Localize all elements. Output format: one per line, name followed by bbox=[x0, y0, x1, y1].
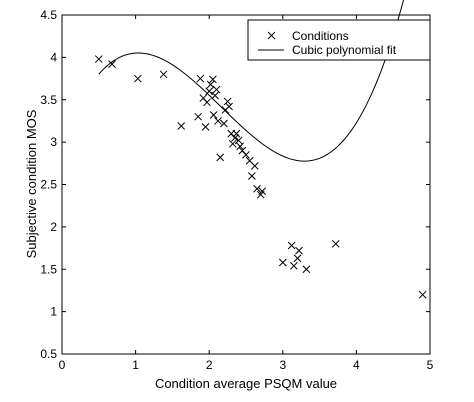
y-tick-label: 0.5 bbox=[40, 347, 57, 361]
data-point-x bbox=[220, 119, 228, 128]
data-point-x bbox=[206, 80, 215, 89]
data-point-x bbox=[234, 136, 243, 145]
data-point-x bbox=[203, 98, 211, 107]
data-point-x bbox=[242, 150, 250, 159]
y-tick-label: 2 bbox=[50, 220, 57, 234]
legend-box bbox=[247, 19, 431, 61]
y-tick-label: 1.5 bbox=[40, 262, 57, 276]
fit-curve bbox=[98, 0, 405, 162]
data-point-x bbox=[302, 265, 311, 274]
x-tick-label: 5 bbox=[427, 358, 434, 372]
data-point-x bbox=[94, 55, 103, 63]
y-tick-label: 2.5 bbox=[40, 178, 57, 192]
legend: Conditions Cubic polynomial fit bbox=[247, 19, 431, 61]
data-point-x bbox=[211, 91, 219, 100]
legend-label-fit: Cubic polynomial fit bbox=[292, 43, 397, 57]
data-point-x bbox=[250, 162, 259, 170]
y-tick-label: 3 bbox=[50, 135, 57, 149]
data-point-x bbox=[209, 75, 217, 84]
x-tick-label: 3 bbox=[279, 358, 286, 372]
legend-marker-x-icon bbox=[267, 31, 276, 40]
y-tick-label: 1 bbox=[50, 305, 57, 319]
data-point-x bbox=[225, 102, 233, 111]
data-point-x bbox=[196, 74, 205, 83]
x-axis-label: Condition average PSQM value bbox=[155, 376, 337, 391]
x-tick-label: 1 bbox=[132, 358, 139, 372]
data-point-x bbox=[236, 142, 244, 151]
data-point-x bbox=[209, 111, 218, 119]
data-point-x bbox=[212, 85, 221, 94]
y-axis-label: Subjective condition MOS bbox=[24, 109, 39, 258]
data-point-x bbox=[177, 122, 186, 130]
data-point-x bbox=[287, 241, 296, 250]
data-point-x bbox=[232, 129, 241, 138]
data-point-x bbox=[205, 87, 214, 96]
y-tick-label: 3.5 bbox=[40, 93, 57, 107]
data-point-x bbox=[214, 117, 222, 125]
axis-ticks: 0 1 2 3 4 5 0.5 1 1.5 2 2.5 3 3.5 4 4.5 bbox=[40, 8, 433, 372]
data-point-x bbox=[223, 97, 232, 106]
data-point-x bbox=[201, 123, 210, 131]
data-point-x bbox=[108, 60, 116, 69]
data-point-x bbox=[295, 246, 303, 255]
data-point-x bbox=[418, 290, 427, 299]
data-point-x bbox=[133, 74, 142, 83]
data-point-x bbox=[293, 254, 302, 263]
x-tick-label: 4 bbox=[353, 358, 360, 372]
y-tick-label: 4 bbox=[50, 50, 57, 64]
data-point-x bbox=[253, 184, 261, 193]
data-point-x bbox=[159, 70, 168, 79]
x-tick-label: 2 bbox=[206, 358, 213, 372]
data-point-x bbox=[231, 134, 239, 142]
x-tick-label: 0 bbox=[59, 358, 66, 372]
data-point-x bbox=[331, 239, 340, 248]
data-point-x bbox=[278, 258, 287, 267]
data-point-x bbox=[228, 139, 237, 148]
data-point-x bbox=[248, 172, 256, 180]
y-tick-label: 4.5 bbox=[40, 8, 57, 22]
data-point-x bbox=[258, 187, 267, 196]
data-point-x bbox=[194, 112, 203, 121]
data-point-x bbox=[289, 262, 298, 270]
data-point-x bbox=[216, 153, 225, 162]
legend-label-conditions: Conditions bbox=[292, 29, 349, 43]
